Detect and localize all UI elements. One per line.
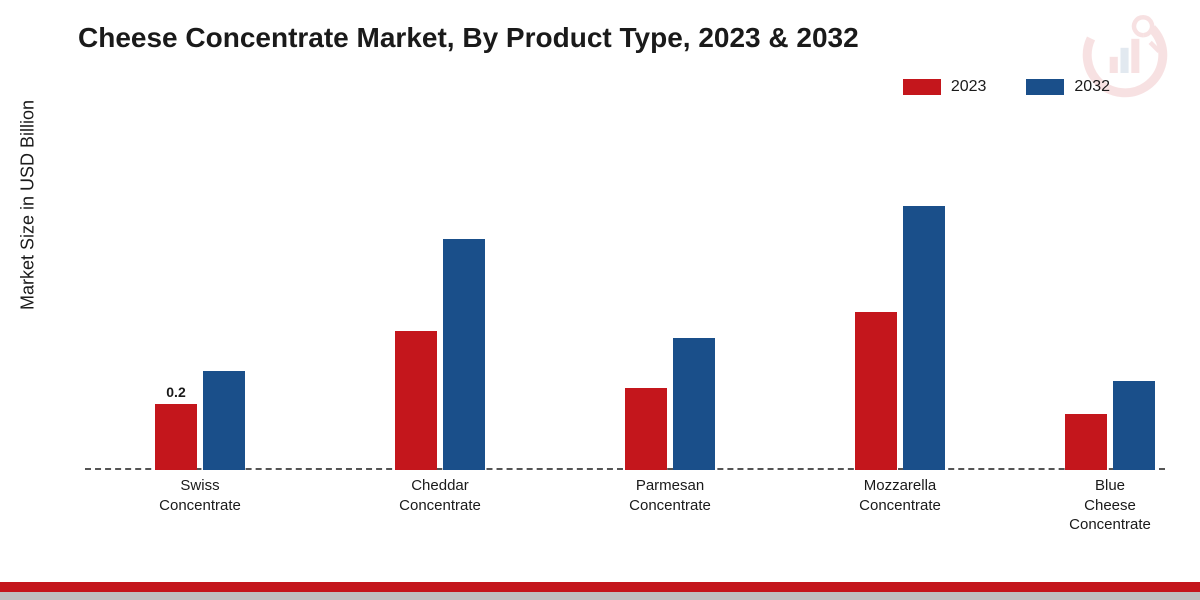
x-tick-label: Blue Cheese Concentrate	[1069, 476, 1151, 535]
bar	[155, 404, 197, 470]
bar-group	[625, 338, 715, 470]
footer-grey-stripe	[0, 592, 1200, 600]
bar-group	[855, 206, 945, 470]
legend-label-2032: 2032	[1074, 78, 1110, 96]
legend-item-2023: 2023	[903, 78, 987, 96]
bar-group	[395, 239, 485, 470]
x-tick-label: Parmesan Concentrate	[629, 476, 711, 515]
footer-bar	[0, 582, 1200, 600]
legend: 2023 2032	[903, 78, 1110, 96]
legend-item-2032: 2032	[1026, 78, 1110, 96]
footer-red-stripe	[0, 582, 1200, 592]
bar	[855, 312, 897, 470]
bar	[443, 239, 485, 470]
chart-title: Cheese Concentrate Market, By Product Ty…	[78, 22, 859, 54]
bar	[1065, 414, 1107, 470]
legend-swatch-2023	[903, 79, 941, 95]
bar	[203, 371, 245, 470]
legend-label-2023: 2023	[951, 78, 987, 96]
x-tick-label: Swiss Concentrate	[159, 476, 241, 515]
bar	[673, 338, 715, 470]
bar	[395, 331, 437, 470]
x-tick-label: Mozzarella Concentrate	[859, 476, 941, 515]
bar	[903, 206, 945, 470]
legend-swatch-2032	[1026, 79, 1064, 95]
x-tick-label: Cheddar Concentrate	[399, 476, 481, 515]
bar-group	[155, 371, 245, 470]
bar	[1113, 381, 1155, 470]
y-axis-label: Market Size in USD Billion	[18, 100, 39, 310]
bar	[625, 388, 667, 471]
chart-area: 0.2	[85, 140, 1165, 470]
bar-group	[1065, 381, 1155, 470]
